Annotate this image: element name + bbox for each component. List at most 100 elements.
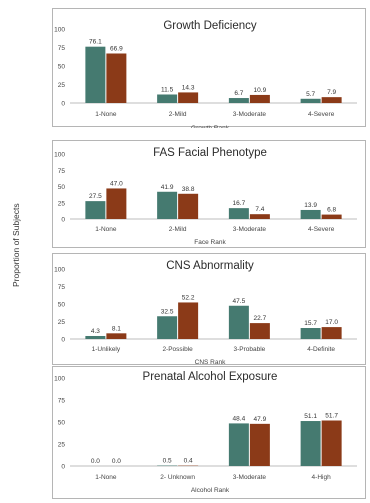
bar-series-b — [106, 188, 127, 219]
bar-series-b — [249, 214, 270, 219]
bar-series-b — [249, 423, 270, 466]
bar-series-b — [321, 327, 342, 339]
data-label: 6.8 — [327, 207, 336, 214]
data-label: 0.5 — [163, 458, 172, 465]
bar-series-b — [106, 333, 127, 339]
growth-deficiency-chart: Growth Deficiency 0 25 50 75 100 1-None 76.1 66.… — [52, 8, 366, 128]
y-tick-label: 25 — [58, 442, 66, 449]
chart-svg: Growth Deficiency 0 25 50 75 100 1-None 76.1 66.… — [54, 20, 357, 128]
x-axis-label: Face Rank — [194, 239, 226, 246]
data-label: 5.7 — [306, 91, 315, 98]
data-label: 15.7 — [304, 320, 317, 327]
chart-svg: FAS Facial Phenotype 0 25 50 75 100 1-None 27.5… — [54, 147, 357, 246]
data-label: 7.4 — [255, 206, 264, 213]
data-label: 0.4 — [184, 458, 193, 465]
y-tick-label: 100 — [54, 376, 65, 383]
data-label: 17.0 — [325, 319, 338, 326]
y-tick-label: 0 — [61, 101, 65, 108]
bar-series-a — [300, 328, 321, 339]
x-tick-label: 4-Definite — [307, 346, 335, 353]
data-label: 27.5 — [89, 193, 102, 200]
y-tick-label: 75 — [58, 398, 66, 405]
x-tick-label: 2-Mild — [169, 111, 187, 118]
x-tick-label: 1-None — [95, 111, 117, 118]
data-label: 22.7 — [254, 315, 267, 322]
x-tick-label: 3-Moderate — [233, 226, 267, 233]
chart-title: Prenatal Alcohol Exposure — [143, 371, 278, 383]
data-label: 32.5 — [161, 308, 174, 315]
bar-series-a — [300, 421, 321, 466]
data-label: 11.5 — [161, 86, 174, 93]
data-label: 8.1 — [112, 325, 121, 332]
data-label: 76.1 — [89, 39, 102, 46]
bar-series-a — [228, 305, 249, 339]
chart-title: CNS Abnormality — [166, 260, 254, 272]
bar-series-a — [157, 191, 178, 219]
data-label: 13.9 — [304, 202, 317, 209]
y-tick-label: 50 — [58, 302, 66, 309]
x-tick-label: 2-Possible — [162, 346, 193, 353]
y-tick-label: 50 — [58, 420, 66, 427]
x-tick-label: 3-Probable — [233, 346, 265, 353]
bar-series-b — [321, 214, 342, 219]
data-label: 48.4 — [233, 415, 246, 422]
data-label: 47.9 — [254, 416, 267, 423]
bar-series-b — [178, 92, 199, 103]
chart-title: FAS Facial Phenotype — [153, 147, 267, 159]
chart-svg: Prenatal Alcohol Exposure 0 25 50 75 100 1-Non… — [54, 371, 357, 494]
data-label: 66.9 — [110, 45, 123, 52]
bar-series-a — [228, 98, 249, 103]
x-tick-label: 4-Severe — [308, 111, 335, 118]
x-tick-label: 2-Mild — [169, 226, 187, 233]
chart-svg: CNS Abnormality 0 25 50 75 100 1-Unlikely 4.3 8.… — [54, 260, 357, 366]
y-tick-label: 50 — [58, 184, 66, 191]
cns-abnormality-chart: CNS Abnormality 0 25 50 75 100 1-Unlikely 4.3 8.… — [52, 253, 366, 366]
y-tick-label: 50 — [58, 64, 66, 71]
y-tick-label: 25 — [58, 319, 66, 326]
bar-series-b — [106, 53, 127, 103]
x-tick-label: 1-None — [95, 474, 117, 481]
bar-series-a — [85, 201, 106, 219]
bar-series-a — [85, 335, 106, 339]
y-tick-label: 75 — [58, 168, 66, 175]
bar-series-a — [157, 316, 178, 339]
y-tick-label: 0 — [61, 464, 65, 471]
x-axis-label: Alcohol Rank — [191, 487, 230, 494]
y-tick-label: 25 — [58, 200, 66, 207]
data-label: 51.1 — [304, 413, 317, 420]
data-label: 7.9 — [327, 89, 336, 96]
y-tick-label: 75 — [58, 284, 66, 291]
bar-series-a — [228, 423, 249, 466]
y-axis-label: Proportion of Subjects — [11, 203, 21, 287]
data-label: 52.2 — [182, 294, 195, 301]
y-tick-label: 100 — [54, 267, 65, 274]
bar-series-a — [157, 94, 178, 103]
data-label: 47.0 — [110, 180, 123, 187]
y-tick-label: 25 — [58, 82, 66, 89]
x-tick-label: 1-None — [95, 226, 117, 233]
fas-facial-phenotype-chart: FAS Facial Phenotype 0 25 50 75 100 1-None 27.5… — [52, 140, 366, 248]
x-axis-label: Growth Rank — [191, 125, 230, 128]
data-label: 51.7 — [325, 413, 338, 420]
bar-series-a — [228, 208, 249, 219]
data-label: 10.9 — [254, 87, 267, 94]
x-axis-label: CNS Rank — [195, 359, 226, 366]
bar-series-b — [249, 94, 270, 103]
x-tick-label: 1-Unlikely — [92, 346, 121, 353]
x-tick-label: 3-Moderate — [233, 111, 267, 118]
bar-series-b — [321, 420, 342, 466]
y-tick-label: 100 — [54, 27, 65, 34]
bar-series-a — [300, 209, 321, 219]
bar-series-a — [300, 98, 321, 103]
y-tick-label: 0 — [61, 217, 65, 224]
y-tick-label: 100 — [54, 152, 65, 159]
bar-series-b — [178, 302, 199, 339]
data-label: 47.5 — [233, 298, 246, 305]
data-label: 41.9 — [161, 184, 174, 191]
data-label: 16.7 — [233, 200, 246, 207]
data-label: 6.7 — [234, 90, 243, 97]
chart-title: Growth Deficiency — [163, 20, 257, 32]
bar-series-b — [249, 323, 270, 339]
data-label: 38.8 — [182, 186, 195, 193]
y-tick-label: 75 — [58, 45, 66, 52]
